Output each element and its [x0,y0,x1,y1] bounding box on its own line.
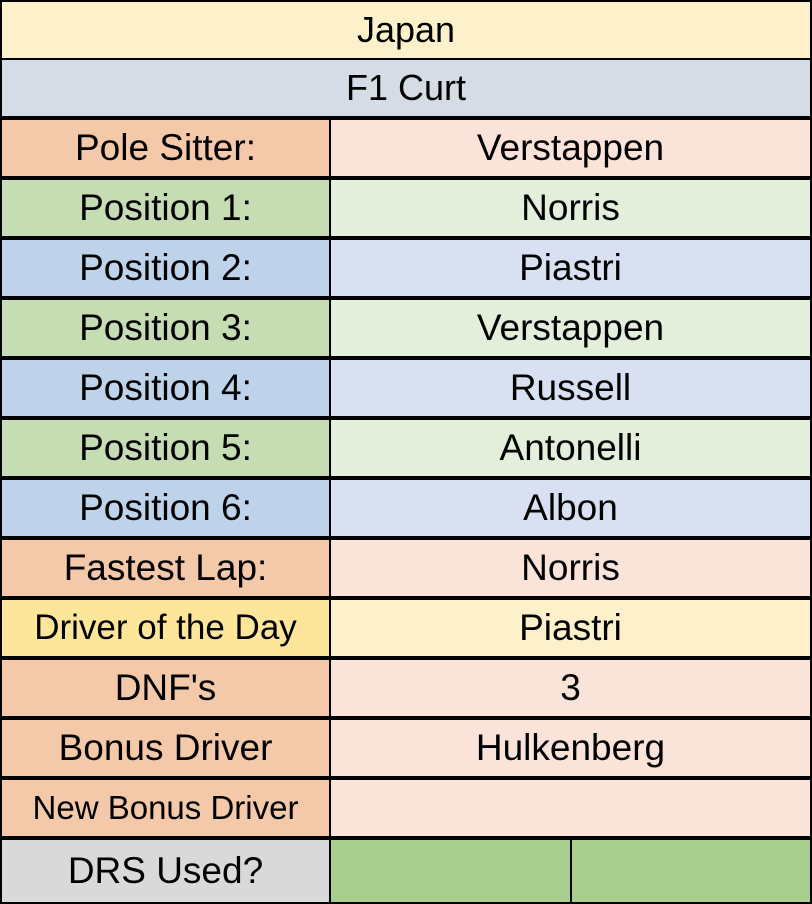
race-title-cell[interactable]: Japan [0,0,812,60]
position-5-row: Position 5: Antonelli [0,418,812,478]
title-row: Japan [0,0,812,60]
drs-used-cell-b[interactable] [570,838,812,904]
driver-of-the-day-row: Driver of the Day Piastri [0,598,812,658]
position-2-label-cell[interactable]: Position 2: [0,238,331,298]
dnfs-label-cell[interactable]: DNF's [0,658,331,718]
position-1-row: Position 1: Norris [0,178,812,238]
dnfs-value-cell[interactable]: 3 [329,658,812,718]
player-name-cell[interactable]: F1 Curt [0,58,812,118]
position-3-label-cell[interactable]: Position 3: [0,298,331,358]
drs-used-cell-a[interactable] [329,838,572,904]
position-4-value-cell[interactable]: Russell [329,358,812,418]
fastest-lap-value-cell[interactable]: Norris [329,538,812,598]
new-bonus-driver-value-cell[interactable] [329,778,812,838]
player-row: F1 Curt [0,58,812,118]
position-4-label-cell[interactable]: Position 4: [0,358,331,418]
position-3-value-cell[interactable]: Verstappen [329,298,812,358]
position-5-label-cell[interactable]: Position 5: [0,418,331,478]
position-2-value-cell[interactable]: Piastri [329,238,812,298]
new-bonus-driver-label-cell[interactable]: New Bonus Driver [0,778,331,838]
position-1-value-cell[interactable]: Norris [329,178,812,238]
drs-used-row: DRS Used? [0,838,812,904]
driver-of-the-day-value-cell[interactable]: Piastri [329,598,812,658]
position-6-value-cell[interactable]: Albon [329,478,812,538]
position-6-label-cell[interactable]: Position 6: [0,478,331,538]
position-3-row: Position 3: Verstappen [0,298,812,358]
position-5-value-cell[interactable]: Antonelli [329,418,812,478]
driver-of-the-day-label-cell[interactable]: Driver of the Day [0,598,331,658]
pole-sitter-label-cell[interactable]: Pole Sitter: [0,118,331,178]
bonus-driver-value-cell[interactable]: Hulkenberg [329,718,812,778]
position-1-label-cell[interactable]: Position 1: [0,178,331,238]
position-2-row: Position 2: Piastri [0,238,812,298]
position-6-row: Position 6: Albon [0,478,812,538]
fastest-lap-label-cell[interactable]: Fastest Lap: [0,538,331,598]
dnfs-row: DNF's 3 [0,658,812,718]
bonus-driver-row: Bonus Driver Hulkenberg [0,718,812,778]
drs-used-label-cell[interactable]: DRS Used? [0,838,331,904]
bonus-driver-label-cell[interactable]: Bonus Driver [0,718,331,778]
pole-sitter-row: Pole Sitter: Verstappen [0,118,812,178]
new-bonus-driver-row: New Bonus Driver [0,778,812,838]
fastest-lap-row: Fastest Lap: Norris [0,538,812,598]
pole-sitter-value-cell[interactable]: Verstappen [329,118,812,178]
position-4-row: Position 4: Russell [0,358,812,418]
